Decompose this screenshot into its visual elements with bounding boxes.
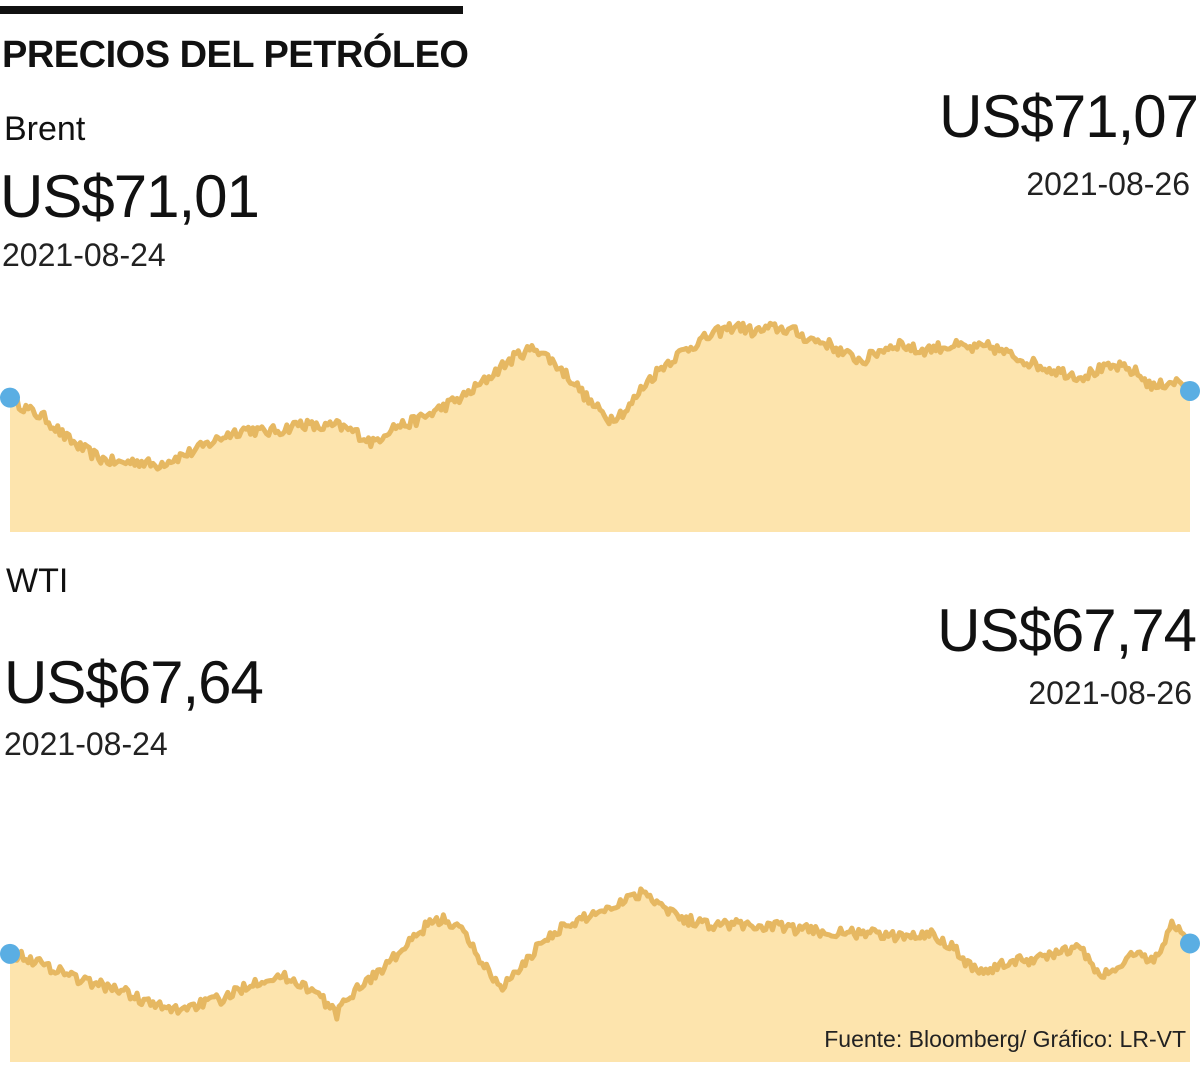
brent-end-date: 2021-08-26 <box>1026 166 1190 202</box>
wti-end-date: 2021-08-26 <box>1028 675 1192 711</box>
wti-start-price: US$67,64 <box>4 649 264 716</box>
wti-end-marker <box>1180 933 1200 954</box>
chart-title: PRECIOS DEL PETRÓLEO <box>2 34 469 76</box>
brent-area <box>10 323 1190 532</box>
source-note: Fuente: Bloomberg/ Gráfico: LR-VT <box>824 1026 1186 1052</box>
brent-end-price: US$71,07 <box>939 83 1199 150</box>
brent-series-name: Brent <box>4 110 86 148</box>
brent-start-marker <box>0 387 20 408</box>
wti-series-name: WTI <box>6 562 69 600</box>
brent-end-marker <box>1180 380 1200 401</box>
wti-area-chart <box>0 886 1200 1062</box>
brent-area-chart <box>0 320 1200 532</box>
wti-start-marker <box>0 943 20 964</box>
wti-area <box>10 888 1190 1062</box>
brent-start-price: US$71,01 <box>0 163 260 230</box>
wti-end-price: US$67,74 <box>937 597 1197 664</box>
brent-start-date: 2021-08-24 <box>2 237 166 273</box>
top-rule <box>0 6 463 14</box>
wti-line <box>7 886 1192 1022</box>
brent-line <box>7 320 1192 472</box>
wti-start-date: 2021-08-24 <box>4 726 168 762</box>
